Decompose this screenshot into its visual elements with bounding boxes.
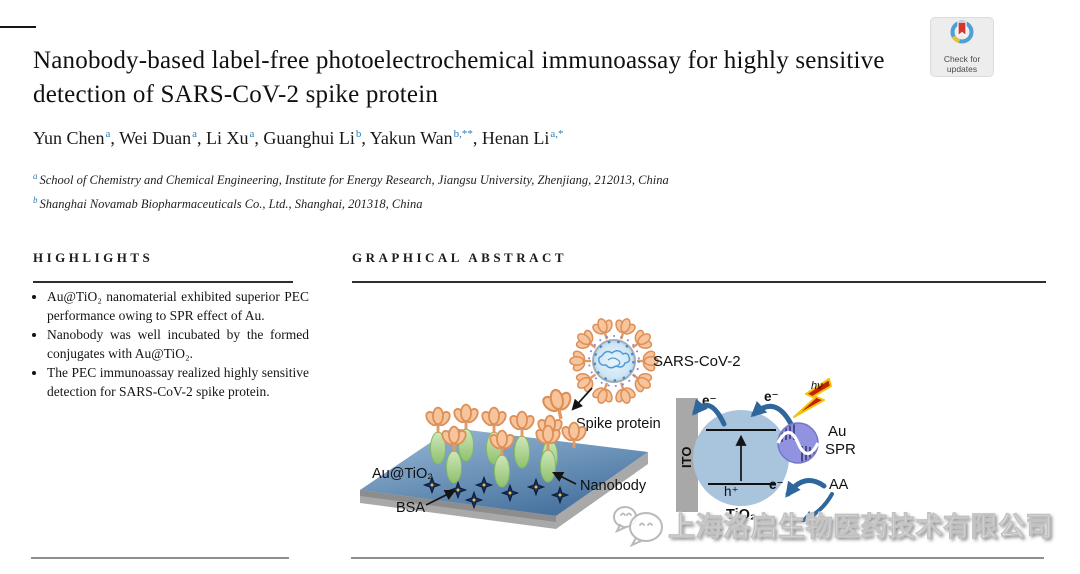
author-affil-sup: a,*	[550, 128, 564, 140]
page-title: Nanobody-based label-free photoelectroch…	[33, 47, 885, 108]
lightning-icon	[793, 378, 832, 418]
graphical-abstract-rule	[352, 281, 1046, 283]
author-affil-sup: b,**	[453, 128, 473, 140]
highlights-list: Au@TiO₂ nanomaterial exhibited superior …	[33, 288, 309, 402]
graphical-abstract-figure: SARS-CoV-2 Spike protein	[360, 314, 856, 529]
energy-diagram: ITO h⁺ TiO₂ e⁻ e⁻ e⁻	[676, 378, 856, 523]
label-spike-protein: Spike protein	[576, 416, 661, 432]
author-affil-sup: a	[192, 128, 197, 140]
label-nanobody: Nanobody	[580, 478, 647, 494]
arrow-aa-to-hole	[785, 478, 827, 498]
author-affil-sup: a	[105, 128, 111, 140]
bottom-rule-right	[351, 557, 1044, 559]
arrow-nanobody	[552, 472, 577, 485]
affiliation-a: a School of Chemistry and Chemical Engine…	[33, 171, 669, 188]
label-au: Au	[828, 423, 846, 440]
check-badge-line2: updates	[946, 63, 978, 74]
highlight-item: Au@TiO₂ nanomaterial exhibited superior …	[47, 288, 309, 325]
label-aa: AA	[829, 477, 849, 493]
author: Yakun Wanb,**,	[369, 128, 482, 148]
arrow-electron-to-ito	[692, 398, 727, 427]
highlight-item: Nanobody was well incubated by the forme…	[47, 326, 309, 363]
label-hole: h⁺	[724, 484, 739, 499]
check-for-updates-icon	[950, 20, 974, 44]
author-list: Yun Chena, Wei Duana, Li Xua, Guanghui L…	[33, 128, 564, 149]
arrow-virus-to-spike	[571, 387, 593, 411]
highlights-heading: HIGHLIGHTS	[33, 250, 154, 265]
check-for-updates-badge[interactable]: Check for updates	[930, 17, 994, 77]
top-edge-rule	[0, 26, 36, 28]
label-hv: hν	[811, 380, 823, 392]
free-spike-protein	[537, 384, 579, 425]
author: Li Xua,	[206, 128, 264, 148]
highlight-item: The PEC immunoassay realized highly sens…	[47, 364, 309, 401]
label-spr: SPR	[825, 441, 856, 458]
label-tio2: TiO₂	[726, 507, 756, 523]
author-affil-sup: b	[355, 128, 362, 140]
label-bsa: BSA	[396, 500, 425, 516]
author: Wei Duana,	[119, 128, 206, 148]
ito-bar	[676, 398, 698, 512]
label-au-tio2: Au@TiO₂	[372, 466, 433, 482]
author: Henan Lia,*	[481, 128, 564, 148]
label-electron-3: e⁻	[769, 477, 784, 492]
label-ito: ITO	[679, 447, 694, 468]
affiliations: a School of Chemistry and Chemical Engine…	[33, 166, 669, 214]
label-sars-cov-2: SARS-CoV-2	[653, 353, 741, 370]
au-spr-sphere	[776, 422, 820, 464]
graphical-abstract-heading: GRAPHICAL ABSTRACT	[352, 250, 568, 265]
bottom-rule-left	[31, 557, 289, 559]
arrow-electron-from-au	[750, 400, 795, 429]
arrow-aa-oxidation	[800, 492, 834, 523]
label-electron-2: e⁻	[764, 389, 779, 404]
author: Guanghui Lib,	[263, 128, 370, 148]
highlights-rule	[33, 281, 293, 283]
affiliation-b: b Shanghai Novamab Biopharmaceuticals Co.…	[33, 195, 423, 212]
author-affil-sup: a	[249, 128, 255, 140]
sars-cov-2-virus-illustration	[568, 314, 660, 408]
author: Yun Chena,	[33, 128, 120, 148]
arrow-bsa	[425, 490, 456, 506]
check-badge-line1: Check for	[943, 54, 981, 64]
